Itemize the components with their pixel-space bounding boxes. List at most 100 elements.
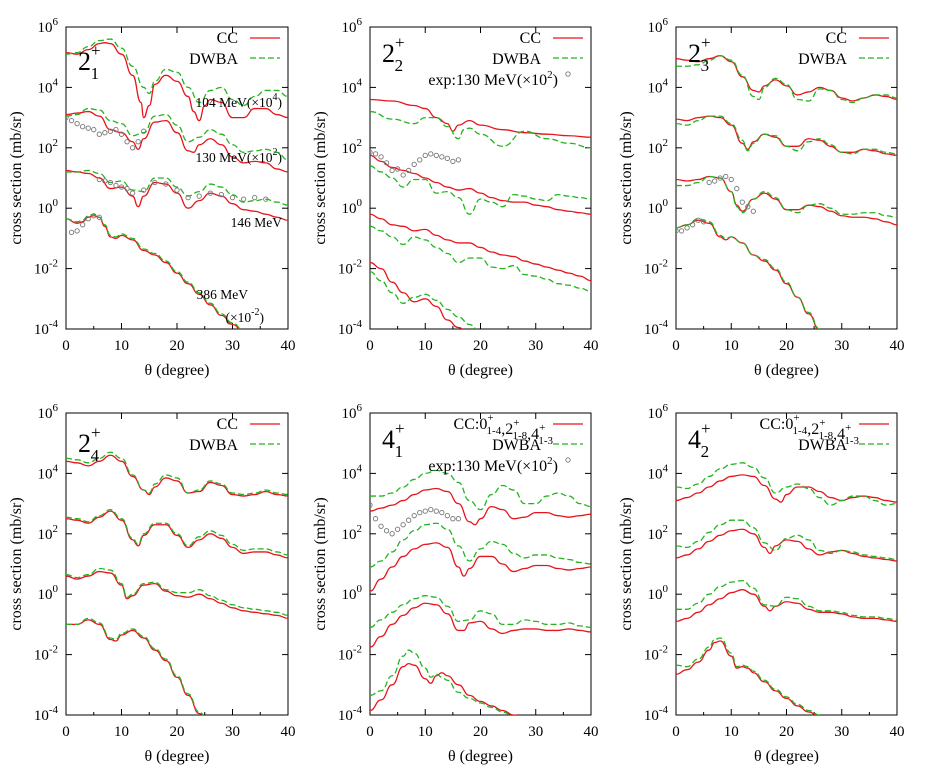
exp-data-point: [439, 510, 445, 516]
y-axis-label: cross section (mb/sr): [8, 497, 25, 630]
x-tick-label: 10: [418, 338, 433, 354]
exp-data-point: [684, 225, 690, 231]
legend-exp-marker: [565, 71, 571, 77]
dwba-series-line: [66, 169, 288, 206]
legend-cc-label: CC: [520, 30, 541, 47]
plot-area: [370, 98, 591, 329]
x-tick-label: 10: [724, 338, 739, 354]
y-tick-label: 10-2: [644, 644, 668, 664]
cc-series-line: [66, 510, 288, 559]
y-tick-label: 100: [648, 197, 669, 217]
panel-2_4+: 0 10 20 30 40 10-4 10-2 100 102 104 106 θ (degree) c…: [8, 402, 296, 765]
exp-data-point: [152, 179, 158, 186]
y-tick-label: 104: [648, 462, 669, 482]
x-tick-label: 30: [225, 724, 240, 740]
x-tick-label: 30: [225, 338, 240, 354]
dwba-series-line: [676, 218, 820, 329]
y-axis-label: cross section (mb/sr): [618, 111, 635, 244]
y-tick-label: 10-4: [34, 318, 59, 338]
exp-data-point: [85, 125, 91, 131]
x-axis-label: θ (degree): [448, 748, 513, 765]
x-axis-label: θ (degree): [145, 748, 210, 765]
y-tick-label: 10-2: [338, 258, 362, 278]
cc-series-line: [370, 487, 591, 526]
cc-series-line: [676, 640, 817, 715]
exp-data-point: [378, 154, 384, 160]
dwba-series-line: [66, 567, 288, 616]
exp-data-point: [80, 222, 86, 228]
x-axis-label: θ (degree): [448, 362, 513, 379]
plot-area: [676, 462, 897, 715]
exp-data-point: [107, 128, 114, 134]
x-tick-label: 0: [366, 724, 374, 740]
energy-annotation: (×10-2): [226, 307, 264, 325]
exp-data-point: [394, 526, 401, 532]
exp-data-point: [389, 531, 395, 537]
x-tick-label: 10: [418, 724, 433, 740]
exp-data-point: [102, 178, 108, 184]
x-tick-label: 40: [281, 724, 296, 740]
exp-data-point: [124, 185, 130, 192]
y-axis-label: cross section (mb/sr): [312, 497, 329, 630]
exp-data-point: [118, 184, 125, 190]
y-tick-label: 102: [342, 137, 363, 157]
exp-data-point: [174, 187, 180, 193]
x-tick-label: 20: [170, 724, 185, 740]
cc-series-line: [676, 474, 897, 503]
x-tick-label: 10: [724, 724, 739, 740]
x-tick-label: 40: [890, 724, 905, 740]
cc-series-line: [66, 42, 288, 122]
exp-data-point: [712, 178, 718, 184]
panel-label: 2+ 1: [78, 41, 101, 83]
exp-data-point: [689, 222, 696, 228]
exp-data-point: [433, 152, 439, 159]
plot-area: [370, 469, 591, 715]
exp-data-point: [417, 510, 423, 516]
cc-series-line: [676, 219, 819, 329]
x-axis-label: θ (degree): [145, 362, 210, 379]
dwba-series-line: [676, 519, 897, 561]
exp-data-point: [444, 513, 450, 519]
exp-data-point: [411, 513, 417, 519]
dwba-series-line: [676, 115, 897, 155]
cc-series-line: [66, 619, 203, 715]
panel-label: 4+ 1: [382, 419, 405, 461]
exp-data-point: [428, 506, 434, 513]
exp-data-point: [406, 517, 412, 523]
dwba-series-line: [370, 595, 591, 629]
exp-data-point: [80, 124, 86, 130]
exp-data-point: [196, 193, 202, 199]
dwba-series-line: [66, 617, 204, 715]
exp-data-point: [96, 131, 102, 137]
y-tick-label: 100: [38, 197, 59, 217]
panel-label: 2+ 4: [78, 423, 101, 465]
cc-series-line: [370, 213, 591, 282]
dwba-series-line: [370, 522, 591, 568]
legend: CC DWBA: [189, 416, 280, 454]
exp-data-point: [141, 128, 147, 134]
exp-data-point: [185, 194, 191, 201]
exp-data-point: [85, 216, 91, 222]
panel-2_3+: 0 10 20 30 40 10-4 10-2 100 102 104 106 θ (degree) c…: [618, 16, 905, 379]
dwba-series-line: [66, 107, 288, 161]
cc-series-line: [370, 602, 591, 648]
exp-data-point: [439, 154, 445, 160]
dwba-series-line: [676, 175, 897, 218]
cc-series-line: [66, 454, 288, 497]
x-tick-label: 0: [672, 338, 680, 354]
plot-area: [676, 55, 897, 329]
exp-data-point: [102, 130, 108, 136]
exp-data-point: [218, 191, 225, 198]
exp-data-point: [68, 229, 75, 236]
exp-data-point: [91, 213, 97, 219]
exp-data-point: [370, 149, 373, 155]
energy-annotation: 146 MeV: [231, 215, 283, 230]
exp-data-point: [372, 516, 379, 522]
exp-data-point: [96, 214, 102, 220]
dwba-series-line: [676, 462, 897, 506]
exp-data-point: [141, 187, 147, 193]
exp-data-point: [422, 508, 428, 514]
y-tick-label: 10-2: [34, 258, 58, 278]
